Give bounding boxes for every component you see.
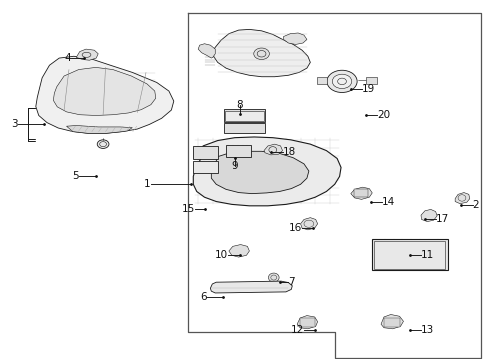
Bar bbox=[353, 189, 367, 197]
Bar bbox=[383, 318, 399, 327]
Polygon shape bbox=[198, 44, 215, 58]
Polygon shape bbox=[66, 126, 132, 134]
Text: 10: 10 bbox=[214, 250, 227, 260]
Text: 1: 1 bbox=[144, 179, 151, 189]
Bar bbox=[316, 77, 327, 84]
Bar bbox=[225, 145, 251, 157]
Bar bbox=[366, 77, 376, 84]
Text: 8: 8 bbox=[236, 100, 243, 110]
Polygon shape bbox=[210, 281, 292, 293]
Text: 5: 5 bbox=[72, 171, 79, 181]
Ellipse shape bbox=[253, 48, 269, 59]
Text: 6: 6 bbox=[200, 292, 206, 302]
Bar bbox=[371, 239, 447, 270]
Polygon shape bbox=[211, 151, 308, 194]
Text: 9: 9 bbox=[231, 161, 238, 171]
Ellipse shape bbox=[268, 273, 279, 282]
Bar bbox=[223, 123, 264, 134]
Polygon shape bbox=[283, 33, 306, 44]
Text: 13: 13 bbox=[420, 325, 433, 335]
Text: 20: 20 bbox=[376, 111, 389, 121]
Ellipse shape bbox=[326, 70, 356, 93]
Text: 11: 11 bbox=[420, 250, 433, 260]
Polygon shape bbox=[193, 137, 340, 206]
Polygon shape bbox=[454, 193, 469, 204]
Polygon shape bbox=[53, 67, 156, 116]
Text: 2: 2 bbox=[472, 200, 478, 210]
Text: 19: 19 bbox=[361, 84, 374, 94]
Polygon shape bbox=[297, 316, 317, 329]
Text: 17: 17 bbox=[435, 215, 448, 224]
Text: 4: 4 bbox=[64, 53, 71, 63]
Bar bbox=[192, 145, 218, 159]
Ellipse shape bbox=[97, 140, 109, 148]
Polygon shape bbox=[300, 218, 317, 230]
Polygon shape bbox=[350, 187, 371, 199]
Text: 18: 18 bbox=[282, 147, 295, 157]
Text: 16: 16 bbox=[288, 224, 302, 233]
Bar bbox=[224, 111, 263, 121]
Text: 3: 3 bbox=[11, 120, 18, 129]
Polygon shape bbox=[420, 210, 436, 222]
Polygon shape bbox=[228, 244, 249, 257]
Text: 12: 12 bbox=[290, 325, 304, 335]
Polygon shape bbox=[76, 49, 98, 60]
Text: 15: 15 bbox=[181, 204, 194, 214]
Bar bbox=[223, 109, 264, 122]
Polygon shape bbox=[212, 30, 310, 77]
Bar bbox=[192, 161, 218, 173]
Polygon shape bbox=[264, 144, 282, 155]
Text: 7: 7 bbox=[288, 277, 294, 287]
Text: 14: 14 bbox=[381, 197, 394, 207]
Polygon shape bbox=[380, 315, 403, 329]
Bar bbox=[299, 318, 315, 327]
Bar bbox=[373, 240, 445, 269]
Polygon shape bbox=[36, 56, 173, 134]
Ellipse shape bbox=[331, 74, 351, 89]
